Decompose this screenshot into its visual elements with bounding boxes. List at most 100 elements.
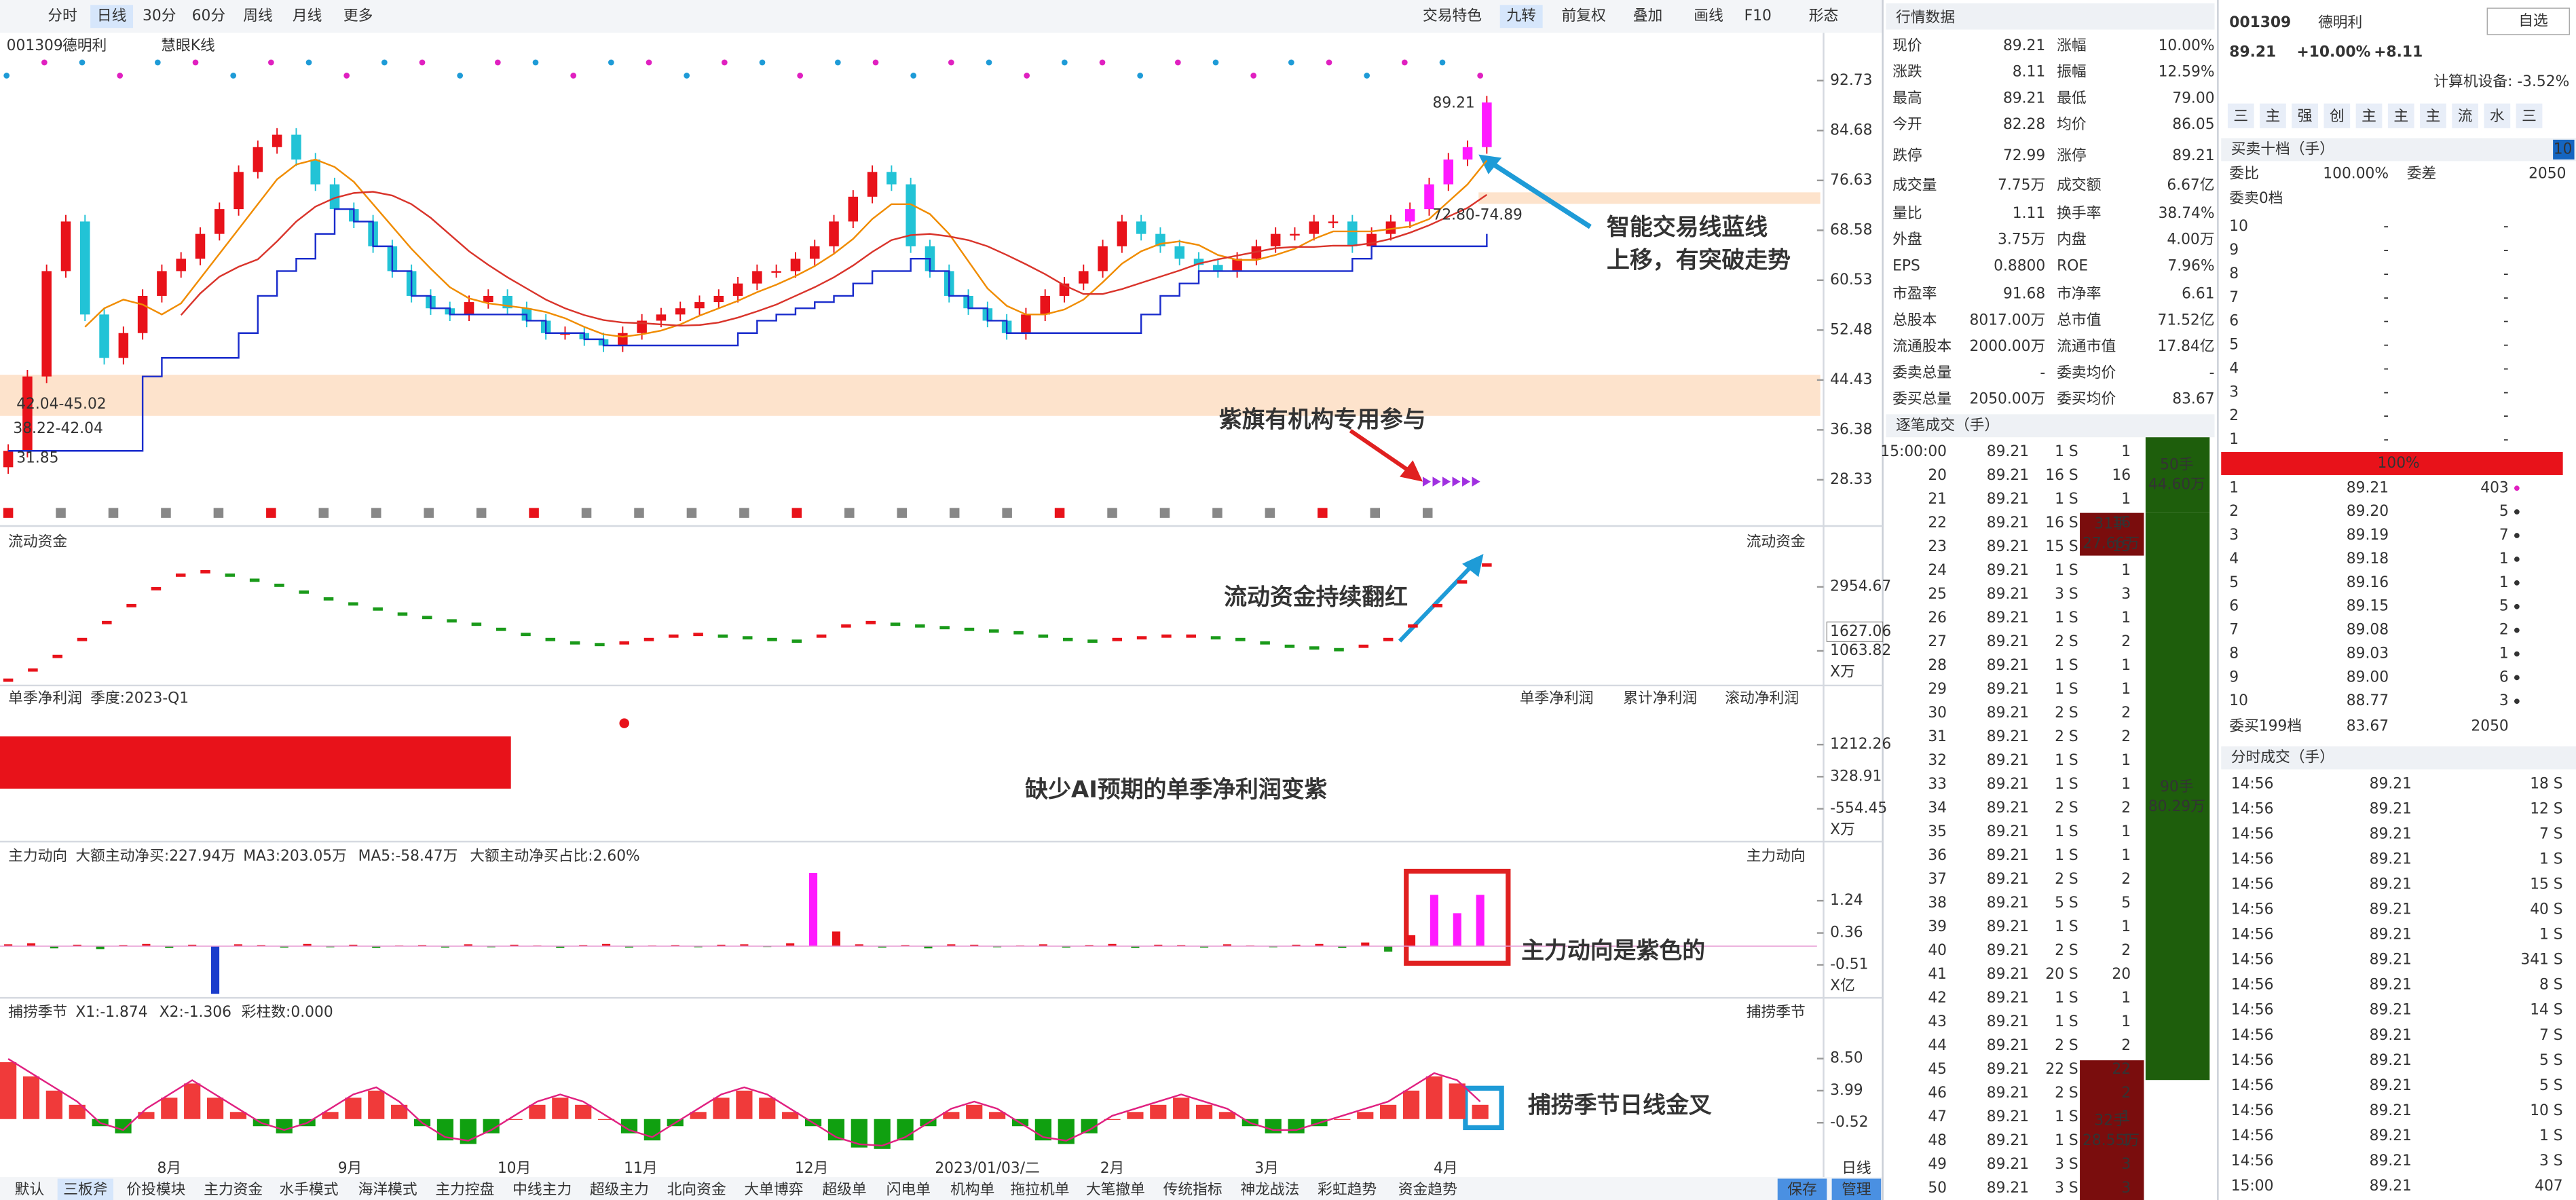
tool[interactable]: 交易特色 [1423,7,1482,24]
bottom-tab[interactable]: 神龙战法 [1240,1181,1299,1198]
catch-bar [1425,1076,1443,1119]
bottom-tab[interactable]: 闪电单 [886,1181,931,1198]
trade-price: 89.21 [2370,850,2412,867]
tab[interactable]: 60分 [192,7,225,24]
quote-label: 均价 [2057,116,2087,133]
bottom-tab[interactable]: 传统指标 [1163,1181,1222,1198]
bottom-tab[interactable]: 三板斧 [63,1181,107,1198]
x-tick-label: 2023/01/03/二 [935,1160,1040,1177]
bottom-tab[interactable]: 主力控盘 [435,1181,494,1198]
bottom-tab[interactable]: 海洋模式 [358,1181,417,1198]
trade-volume: 8 S [2539,977,2563,994]
flow-point [151,586,162,590]
tab[interactable]: 分时 [48,7,77,24]
quote-value: - [2209,364,2215,381]
bottom-tab[interactable]: 拖拉机单 [1011,1181,1070,1198]
bottom-tab[interactable]: 资金趋势 [1398,1181,1457,1198]
period-label[interactable]: 日线 [1842,1160,1871,1177]
buy-price: 89.18 [2347,550,2389,567]
purple-flag [1462,476,1471,487]
ratio-label: 委差 [2407,166,2437,183]
tick-lots: 1 [2121,823,2131,840]
tool-button[interactable]: 三 [2522,108,2537,125]
signal-dot [872,59,879,66]
tick-price: 89.21 [1987,1156,2029,1173]
tick-price: 89.21 [1987,918,2029,935]
watch-button[interactable]: 自选 [2518,12,2548,29]
trade-volume: 407 [2535,1178,2563,1195]
sell-level: 7 [2229,289,2239,306]
tab[interactable]: 更多 [343,7,373,24]
tool[interactable]: 九转 [1506,7,1536,24]
panel-tab[interactable]: 累计净利润 [1623,690,1697,707]
trade-line [8,208,1488,452]
highlight-box [1463,1085,1504,1131]
sell-volume: - [2503,218,2509,235]
flow-point [348,602,358,606]
bottom-tab[interactable]: 水手模式 [279,1181,338,1198]
tick-time: 43 [1928,1013,1947,1030]
bottom-tab[interactable]: 大笔撤单 [1086,1181,1145,1198]
trade-volume: 341 S [2520,952,2562,969]
tool[interactable]: 叠加 [1633,7,1663,24]
bottom-tab[interactable]: 默认 [15,1181,45,1198]
flow-point [915,624,925,628]
trade-time: 14:56 [2231,901,2274,918]
tool-button[interactable]: 主 [2393,108,2408,125]
bottom-button[interactable]: 管理 [1842,1181,1871,1198]
force-bar [878,946,886,948]
trade-price: 89.21 [2370,1002,2412,1019]
bottom-tab[interactable]: 机构单 [950,1181,994,1198]
tick-time: 21 [1928,491,1947,508]
sell-volume: - [2503,431,2509,448]
quote-label: 最高 [1892,90,1922,107]
tick-lots: 2 [2121,1085,2131,1102]
tab[interactable]: 日线 [97,7,127,24]
bottom-tab[interactable]: 中线主力 [512,1181,572,1198]
tool[interactable]: 前复权 [1562,7,1607,24]
bottom-tab[interactable]: 超级单 [822,1181,866,1198]
signal-dot [267,59,274,66]
tab[interactable]: 30分 [143,7,176,24]
flow-point [521,633,531,637]
tab[interactable]: 月线 [293,7,322,24]
tool-button[interactable]: 创 [2330,108,2345,125]
tick-lots: 2 [2121,705,2131,721]
flow-point [595,643,605,647]
bottom-tab[interactable]: 价投模块 [126,1181,185,1198]
candle [253,147,263,172]
bottom-tab[interactable]: 主力资金 [204,1181,263,1198]
tick-time: 28 [1928,657,1947,674]
candle [157,271,167,296]
bottom-button[interactable]: 保存 [1787,1181,1817,1198]
chart-mode[interactable]: 慧眼K线 [161,37,215,54]
buy-price: 89.20 [2347,503,2389,520]
tool-button[interactable]: 主 [2266,108,2281,125]
tab[interactable]: 周线 [243,7,273,24]
quote-value: - [2040,364,2045,381]
bottom-tab[interactable]: 彩虹趋势 [1318,1181,1377,1198]
bottom-tab[interactable]: 北向资金 [667,1181,726,1198]
signal-dot [684,73,690,79]
panel-tab[interactable]: 单季净利润 [1520,690,1594,707]
bottom-tab[interactable]: 超级主力 [590,1181,649,1198]
quote-value: 83.67 [2172,391,2214,408]
signal-dot [1364,73,1370,79]
tab-active [57,1178,113,1200]
tool[interactable]: F10 [1744,7,1772,24]
tool-button[interactable]: 主 [2362,108,2376,125]
tool[interactable]: 画线 [1694,7,1723,24]
tool-button[interactable]: 三 [2233,108,2248,125]
tool-button[interactable]: 流 [2458,108,2473,125]
tool-button-bg [2420,103,2446,128]
tool[interactable]: 形态 [1809,7,1839,24]
tick-volume: 2 S [2055,871,2078,888]
bottom-tab[interactable]: 大单博弈 [744,1181,803,1198]
block-lots: 90手 [2160,779,2193,795]
arrowhead [1462,554,1484,578]
tool-button[interactable]: 水 [2490,108,2505,125]
panel-tab[interactable]: 滚动净利润 [1725,690,1799,707]
tool-button[interactable]: 主 [2426,108,2441,125]
quote-value: 8017.00万 [1970,312,2046,329]
tool-button[interactable]: 强 [2298,108,2313,125]
